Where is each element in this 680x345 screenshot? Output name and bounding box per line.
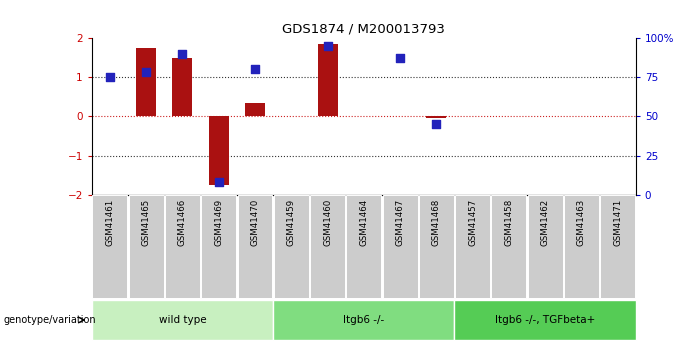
Text: GSM41463: GSM41463 (577, 198, 586, 246)
Text: Itgb6 -/-: Itgb6 -/- (343, 315, 384, 325)
Text: GSM41467: GSM41467 (396, 198, 405, 246)
Text: GSM41459: GSM41459 (287, 198, 296, 246)
Bar (318, 44, 337, 116)
Text: GSM41465: GSM41465 (141, 198, 151, 246)
Point (431, 121, 442, 127)
Point (322, 43, 333, 49)
Point (214, 180, 224, 185)
Title: GDS1874 / M200013793: GDS1874 / M200013793 (282, 22, 445, 36)
Bar (245, 103, 265, 116)
Point (105, 75, 116, 80)
Point (177, 51, 188, 56)
Text: GSM41461: GSM41461 (105, 198, 114, 246)
Point (394, 56, 405, 61)
Text: GSM41471: GSM41471 (613, 198, 622, 246)
Text: genotype/variation: genotype/variation (3, 315, 96, 325)
Text: GSM41470: GSM41470 (250, 198, 260, 246)
Text: GSM41469: GSM41469 (214, 198, 223, 246)
Text: GSM41466: GSM41466 (178, 198, 187, 246)
Text: GSM41468: GSM41468 (432, 198, 441, 246)
Text: GSM41457: GSM41457 (468, 198, 477, 246)
Text: Itgb6 -/-, TGFbeta+: Itgb6 -/-, TGFbeta+ (495, 315, 595, 325)
Text: GSM41458: GSM41458 (505, 198, 513, 246)
Point (250, 67, 260, 72)
Bar (136, 48, 156, 116)
Bar (426, 116, 446, 118)
Text: GSM41460: GSM41460 (323, 198, 332, 246)
Text: GSM41464: GSM41464 (359, 198, 369, 246)
Bar (209, 116, 228, 185)
Point (141, 70, 152, 75)
Text: wild type: wild type (158, 315, 206, 325)
Bar (173, 58, 192, 116)
Text: GSM41462: GSM41462 (541, 198, 549, 246)
